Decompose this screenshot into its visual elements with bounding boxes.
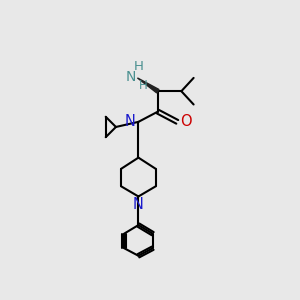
Text: N: N — [126, 70, 136, 85]
Text: N: N — [133, 197, 144, 212]
Text: H: H — [138, 79, 147, 92]
Text: O: O — [180, 114, 191, 129]
Text: H: H — [134, 60, 143, 74]
Polygon shape — [137, 78, 159, 93]
Text: N: N — [125, 114, 136, 129]
